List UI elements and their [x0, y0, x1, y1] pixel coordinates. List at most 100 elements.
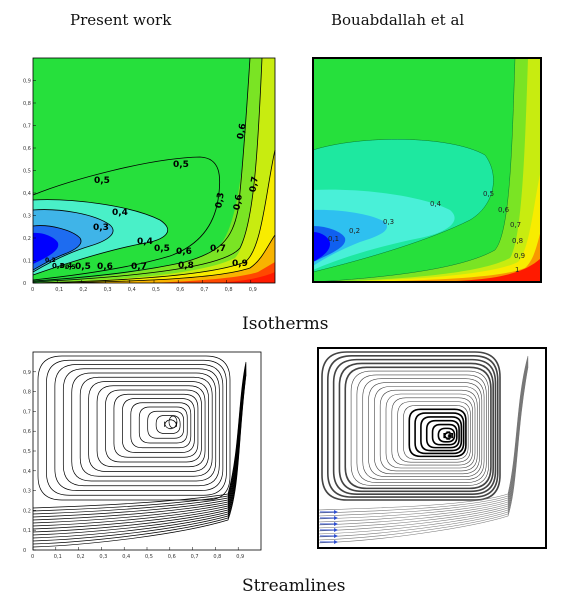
isotherm-label: 0,4: [137, 237, 153, 247]
streamlines-caption: Streamlines: [242, 576, 346, 596]
streamline: [155, 415, 181, 434]
streamline: [403, 405, 469, 460]
inflow-arrowhead: [334, 522, 338, 526]
y-tick-label: 0,3: [23, 214, 31, 220]
streamline: [437, 427, 456, 443]
streamline: [317, 355, 529, 511]
x-tick-label: 0,3: [104, 287, 112, 293]
contour-line-0.9: [59, 234, 276, 284]
x-tick-label: 0,7: [191, 554, 199, 560]
ref-isotherm-label: 0,5: [483, 190, 494, 198]
streamline: [54, 364, 224, 491]
streamline: [62, 368, 220, 487]
streamline: [88, 381, 209, 472]
ref-contour-fill-1: [420, 258, 541, 282]
streamline: [37, 355, 231, 501]
x-tick-label: 0: [31, 554, 34, 560]
streamline: [317, 359, 529, 523]
contour-line-0.5: [32, 156, 221, 281]
vortex-core: [168, 415, 178, 429]
streamline: [385, 393, 476, 469]
present-isotherms-ticks: 000,10,10,20,20,30,30,40,40,50,50,60,60,…: [23, 79, 257, 294]
isotherm-label: 0,3: [93, 223, 109, 233]
isotherm-label: 0,6: [97, 262, 113, 272]
contour-fill-0.95: [150, 262, 275, 283]
isotherm-label: 0,8: [178, 261, 194, 271]
y-tick-label: 0,9: [23, 370, 31, 376]
isotherm-label: 0,7: [210, 244, 226, 254]
streamline: [321, 351, 501, 501]
inflow-arrowhead: [334, 534, 338, 538]
streamline: [317, 366, 529, 544]
x-tick-label: 0,2: [79, 287, 87, 293]
y-tick-label: 0,5: [23, 169, 31, 175]
x-tick-label: 0,8: [213, 554, 221, 560]
isotherm-label: 0,3: [214, 192, 227, 209]
y-tick-label: 0,6: [23, 146, 31, 152]
streamline: [105, 389, 202, 463]
present-isotherms-frame: [32, 57, 276, 284]
x-tick-label: 0,4: [128, 287, 136, 293]
isotherm-label: 0,4: [112, 208, 128, 218]
inflow-arrowhead: [334, 516, 338, 520]
isotherm-label: 0,5: [75, 262, 91, 272]
x-tick-label: 0,6: [176, 287, 184, 293]
streamline: [317, 357, 529, 517]
streamline: [96, 385, 206, 468]
streamline: [344, 366, 492, 490]
streamline: [79, 376, 213, 477]
present-isotherm-labels: 0,6 0,5 0,5 0,7 0,4 0,3 0,3 0,6 0,4 0,5 …: [45, 123, 261, 272]
ref-contour-line-0.5: [312, 139, 494, 273]
streamline: [122, 398, 195, 453]
isotherm-label: 0,9: [232, 259, 248, 269]
contour-line-0.4: [32, 199, 169, 276]
x-tick-label: 0,2: [77, 554, 85, 560]
x-tick-label: 0,9: [236, 554, 244, 560]
present-streamlines-ticks: 00 0,1 0,1 0,2 0,2 0,3 0,3 0,4 0,4 0,5 0,5 0,6 0,6 0,…: [23, 370, 244, 560]
x-tick-label: 0,5: [152, 287, 160, 293]
isotherm-label: 0,5: [94, 176, 110, 186]
contour-line-0.7: [32, 57, 263, 283]
isotherm-label: 0,4: [60, 262, 73, 270]
ref-isotherm-label: 0,9: [514, 252, 525, 260]
streamline: [317, 362, 529, 532]
y-tick-label: 0,2: [23, 508, 31, 514]
isotherms-caption: Isotherms: [242, 314, 329, 334]
ref-isotherm-label: 0,4: [430, 200, 442, 208]
contour-fill-0.1: [33, 232, 59, 264]
isotherm-label: 0,2: [45, 257, 56, 264]
y-tick-label: 0,8: [23, 390, 31, 396]
streamline: [414, 412, 465, 455]
ref-isotherm-label: 0,7: [510, 221, 521, 229]
isotherm-label: 0,7: [248, 176, 261, 193]
streamline: [130, 402, 192, 449]
y-tick-label: 0,2: [23, 236, 31, 242]
ref-isotherm-label: 0,3: [383, 218, 394, 226]
inflow-arrowhead: [334, 528, 338, 532]
streamline: [138, 406, 188, 444]
streamline: [332, 358, 497, 495]
contour-line-0.2: [32, 225, 82, 271]
y-tick-label: 0,4: [23, 191, 31, 197]
x-tick-label: 0,3: [99, 554, 107, 560]
x-tick-label: 0: [31, 287, 34, 293]
streamline: [338, 362, 494, 493]
y-tick-label: 0,3: [23, 489, 31, 495]
isotherm-label: 0,6: [176, 247, 192, 257]
y-tick-label: 0,9: [23, 79, 31, 85]
y-tick-label: 0,4: [23, 469, 31, 475]
x-tick-label: 0,9: [249, 287, 257, 293]
y-tick-label: 0: [23, 281, 26, 287]
streamline: [408, 408, 467, 458]
ref-isotherm-label: 0,2: [349, 227, 360, 235]
ref-contour-fill-0.7: [313, 58, 541, 282]
isotherm-label: 0,6: [232, 194, 245, 211]
y-tick-label: 0,8: [23, 101, 31, 107]
isotherm-label: 0,5: [65, 264, 76, 271]
x-tick-label: 0,6: [168, 554, 176, 560]
streamline: [420, 416, 463, 452]
streamline: [317, 361, 529, 529]
y-tick-label: 0,1: [23, 259, 31, 265]
ref-isotherm-label: 1: [515, 266, 519, 274]
